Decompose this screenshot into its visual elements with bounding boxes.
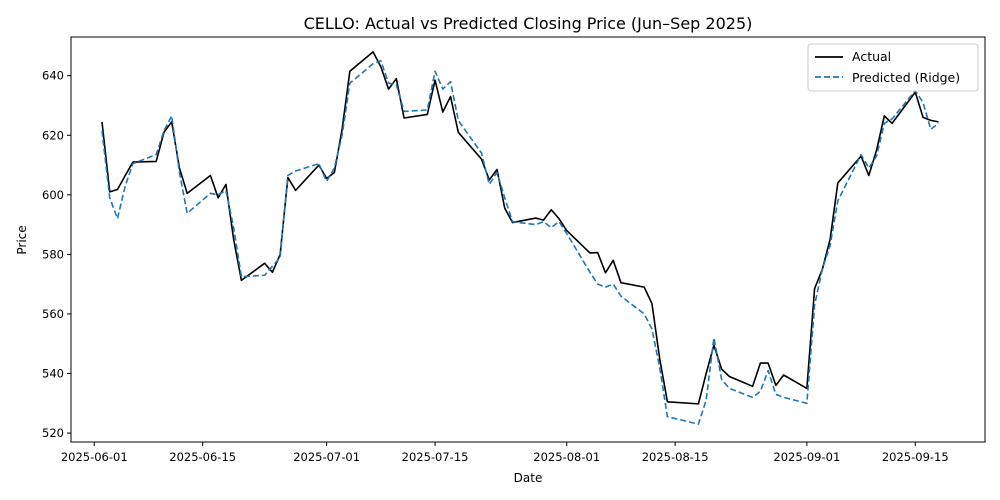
plot-area	[70, 36, 986, 443]
x-tick-label: 2025-08-01	[533, 450, 600, 464]
legend-box	[807, 43, 979, 92]
x-tick-label: 2025-09-01	[773, 450, 840, 464]
legend-label-predicted: Predicted (Ridge)	[852, 70, 960, 85]
series-line-predicted-ridge	[101, 60, 940, 425]
y-tick-label: 560	[42, 307, 64, 321]
y-axis-label: Price	[15, 225, 29, 254]
plot-frame	[70, 36, 986, 443]
y-tick-label: 600	[42, 188, 64, 202]
x-axis-label: Date	[514, 471, 543, 485]
x-tick-label: 2025-07-15	[402, 450, 469, 464]
y-tick-label: 620	[42, 128, 64, 142]
y-axis: 520 540 560 580 600 620 640	[42, 69, 71, 440]
x-tick-label: 2025-09-15	[882, 450, 949, 464]
legend-label-actual: Actual	[852, 49, 891, 64]
series-line-actual	[101, 51, 939, 405]
y-tick-label: 540	[42, 367, 64, 381]
x-axis: 2025-06-01 2025-06-15 2025-07-01 2025-07-15…	[61, 442, 949, 464]
chart-title: CELLO: Actual vs Predicted Closing Price…	[304, 14, 753, 33]
series-layer	[101, 51, 940, 425]
x-tick-label: 2025-06-15	[169, 450, 236, 464]
x-tick-label: 2025-08-15	[642, 450, 709, 464]
x-tick-label: 2025-06-01	[61, 450, 128, 464]
y-tick-label: 580	[42, 247, 64, 261]
y-tick-label: 640	[42, 69, 64, 83]
y-tick-label: 520	[42, 426, 64, 440]
x-tick-label: 2025-07-01	[293, 450, 360, 464]
legend: Actual Predicted (Ridge)	[807, 43, 979, 92]
